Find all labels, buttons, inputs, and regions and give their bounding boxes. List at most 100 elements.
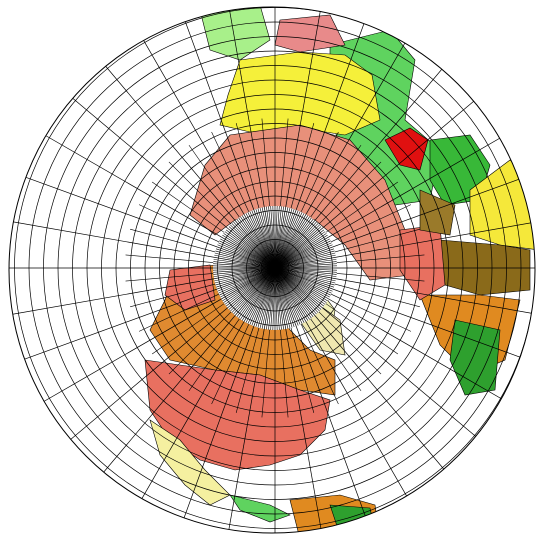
meridian-fine: [223, 267, 276, 303]
meridian: [180, 9, 276, 269]
meridian: [274, 267, 324, 533]
meridian-fine: [217, 267, 276, 292]
meridian-fine: [274, 223, 319, 269]
meridian-mid: [331, 293, 412, 332]
meridian-mid: [125, 254, 214, 263]
meridian-fine: [213, 259, 276, 269]
meridian: [137, 267, 276, 507]
meridian-mid: [334, 228, 420, 253]
meridian-fine: [245, 267, 276, 323]
meridian-fine: [215, 248, 276, 269]
meridian-fine: [274, 267, 284, 330]
meridian-fine: [274, 248, 335, 269]
meridian-fine: [274, 261, 337, 269]
meridian-fine: [215, 250, 276, 269]
meridian-fine: [240, 267, 276, 320]
meridian-fine: [233, 267, 276, 315]
meridian-fine: [240, 216, 276, 269]
meridian-mid: [300, 131, 339, 212]
meridian-mid: [261, 118, 270, 207]
meridian-fine: [214, 252, 276, 269]
meridian-mid: [151, 303, 225, 355]
meridian-mid: [331, 204, 412, 243]
meridian-fine: [274, 267, 331, 296]
meridian-mid: [168, 311, 232, 375]
meridian-fine: [214, 267, 276, 282]
meridian-mid: [300, 324, 339, 405]
meridian: [36, 130, 276, 269]
meridian-mid: [336, 254, 425, 263]
meridian-mid: [211, 324, 250, 405]
meridian-fine: [274, 267, 337, 275]
meridian-fine: [274, 267, 335, 288]
meridian-fine: [220, 267, 276, 298]
meridian: [16, 267, 276, 363]
meridian-fine: [213, 265, 276, 269]
meridian-fine: [274, 224, 320, 269]
meridian-fine: [274, 213, 305, 269]
meridian-fine: [274, 267, 326, 305]
meridian-fine: [249, 267, 276, 325]
meridian-fine: [268, 206, 276, 269]
meridian: [97, 57, 276, 269]
meridian-fine: [274, 267, 289, 329]
meridian-mid: [261, 329, 270, 418]
meridian: [274, 267, 453, 479]
meridian-fine: [245, 213, 276, 269]
meridian-fine: [274, 267, 301, 325]
meridian-fine: [274, 267, 320, 312]
meridian-fine: [274, 250, 335, 269]
meridian-fine: [274, 210, 299, 269]
meridian-fine: [274, 267, 282, 330]
meridian-fine: [218, 267, 276, 294]
meridian: [274, 267, 486, 446]
meridian-fine: [274, 218, 314, 269]
meridian-fine: [274, 254, 336, 269]
meridian-mid: [235, 123, 260, 209]
meridian-fine: [236, 267, 276, 318]
meridian-fine: [274, 208, 293, 269]
meridian-fine: [274, 267, 332, 294]
meridian-fine: [238, 267, 276, 319]
meridian-mid: [310, 144, 362, 218]
meridian-fine: [274, 267, 310, 320]
meridian-fine: [268, 267, 276, 330]
meridian-fine: [255, 267, 276, 328]
meridian-fine: [233, 221, 276, 269]
meridian: [274, 267, 413, 507]
meridian-fine: [274, 267, 319, 313]
meridian-mid: [138, 204, 219, 243]
meridian-fine: [224, 231, 276, 269]
meridian-fine: [259, 207, 276, 269]
meridian-fine: [274, 206, 284, 269]
meridian: [274, 219, 535, 269]
meridian-fine: [274, 267, 336, 282]
meridian: [274, 267, 370, 527]
meridian-fine: [225, 229, 276, 269]
meridian: [274, 267, 534, 363]
meridian: [137, 29, 276, 269]
meridian-fine: [274, 231, 326, 269]
meridian-fine: [274, 267, 293, 328]
meridian: [274, 267, 514, 406]
meridian-fine: [257, 208, 276, 269]
meridian: [97, 267, 276, 479]
meridian: [274, 90, 486, 269]
meridian-mid: [138, 293, 219, 332]
meridian-fine: [255, 208, 276, 269]
meridian-fine: [274, 267, 295, 328]
meridian-fine: [274, 267, 328, 302]
meridian: [274, 130, 514, 269]
meridian-fine: [224, 267, 276, 305]
meridian-fine: [274, 267, 278, 330]
meridian-fine: [274, 267, 309, 321]
meridian-fine: [274, 267, 337, 271]
meridian-fine: [274, 211, 301, 269]
meridian-mid: [125, 273, 214, 282]
meridian-mid: [310, 318, 362, 392]
meridian: [9, 267, 276, 317]
meridian-fine: [266, 206, 276, 269]
meridian-fine: [274, 212, 303, 269]
